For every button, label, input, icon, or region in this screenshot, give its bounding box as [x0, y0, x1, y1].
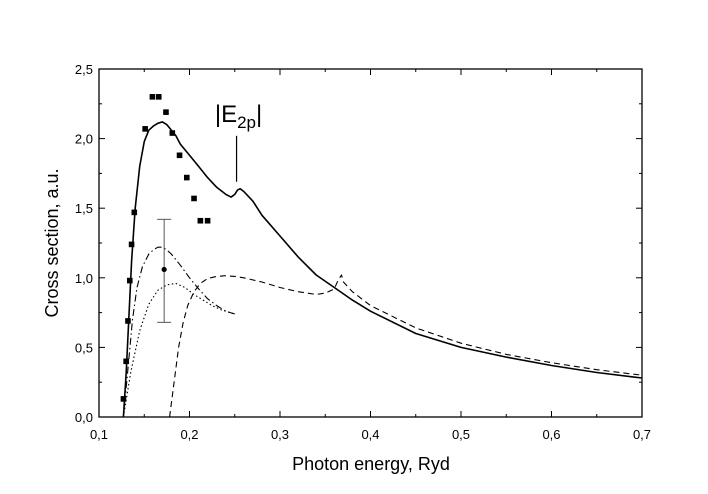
- error-bar-center-point: [161, 266, 167, 273]
- series-dashed-line: [169, 274, 643, 418]
- square-data-point: [123, 358, 129, 365]
- y-tick-label: 1,5: [75, 201, 93, 216]
- x-tick-label: 0,5: [452, 427, 470, 442]
- plot-frame: [98, 68, 643, 418]
- x-axis-label: Photon energy, Ryd: [292, 454, 450, 474]
- square-data-point: [191, 195, 197, 202]
- square-data-point: [142, 126, 148, 132]
- series-dash-dot-line: [122, 246, 235, 418]
- square-data-point: [183, 174, 190, 181]
- square-data-point: [204, 217, 211, 224]
- square-data-point: [197, 217, 204, 224]
- series-solid-line: [122, 121, 643, 418]
- e2p-label-end: |: [256, 101, 262, 128]
- square-data-point: [176, 152, 183, 159]
- e2p-label: |E2p|: [215, 101, 262, 132]
- square-data-point: [126, 277, 133, 284]
- x-tick-label: 0,1: [90, 427, 108, 442]
- x-tick-label: 0,2: [180, 427, 198, 442]
- y-tick-label: 1,0: [75, 271, 93, 286]
- y-tick-label: 2,5: [75, 62, 93, 77]
- x-tick-label: 0,7: [633, 427, 651, 442]
- experimental-points: [120, 94, 211, 402]
- series-lines: [122, 121, 643, 418]
- x-tick-label: 0,6: [542, 427, 560, 442]
- square-data-point: [155, 94, 162, 100]
- y-tick-label: 0,5: [75, 340, 93, 355]
- x-tick-label: 0,3: [271, 427, 289, 442]
- e2p-label-main: |E: [215, 101, 237, 128]
- y-tick-label: 2,0: [75, 132, 93, 147]
- error-bar-point: [157, 218, 172, 323]
- plot-border: [98, 68, 643, 418]
- e2p-annotation: |E2p|: [215, 101, 262, 182]
- square-data-point: [120, 396, 127, 402]
- square-data-point: [125, 318, 131, 324]
- y-axis-label: Cross section, a.u.: [42, 168, 62, 317]
- square-data-point: [128, 241, 135, 248]
- axis-ticks: [98, 68, 643, 418]
- square-data-point: [149, 94, 156, 100]
- square-data-point: [131, 209, 138, 216]
- x-tick-label: 0,4: [361, 427, 379, 442]
- e2p-label-sub: 2p: [237, 113, 256, 132]
- square-data-point: [163, 109, 169, 115]
- series-dotted-line: [122, 282, 235, 418]
- axis-tick-labels: 0,1 0,2 0,3 0,4 0,5 0,6 0,7 0,0 0,5 1,0 1,5 2,0 2,5: [75, 62, 651, 442]
- y-tick-label: 0,0: [75, 410, 93, 425]
- square-data-point: [169, 130, 176, 136]
